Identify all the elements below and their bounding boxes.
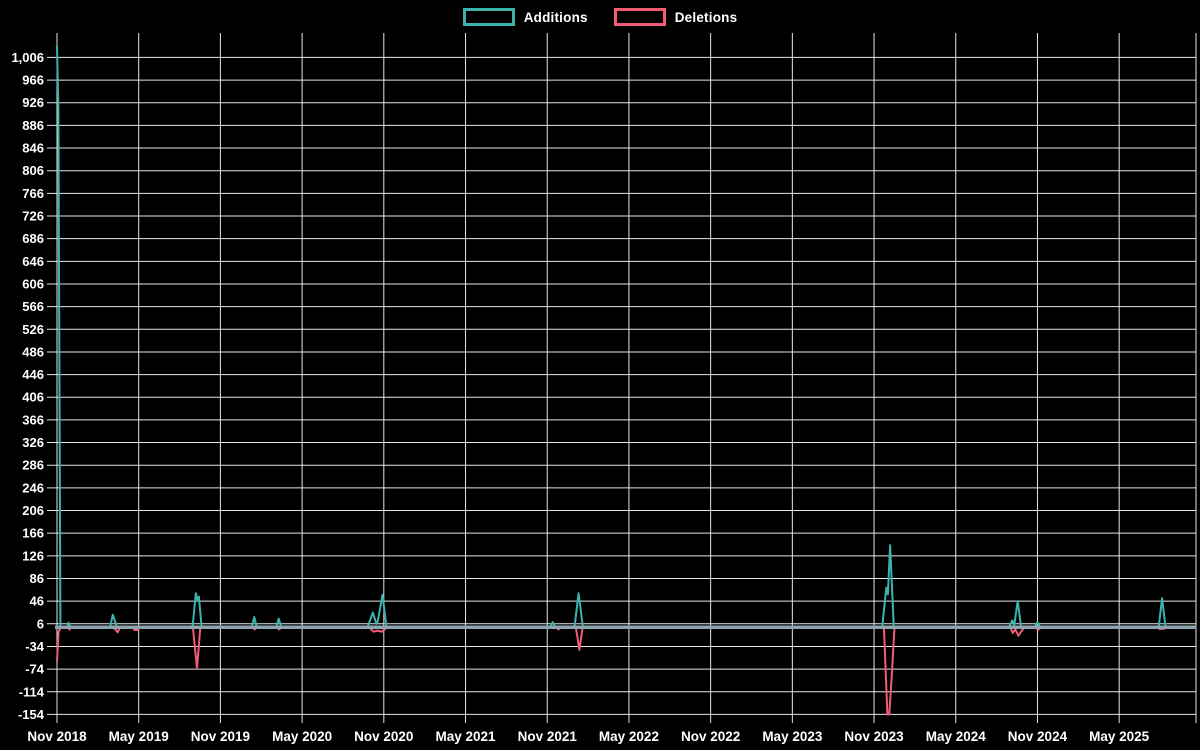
svg-text:May 2020: May 2020 xyxy=(272,729,332,744)
svg-text:-154: -154 xyxy=(18,707,45,722)
svg-text:46: 46 xyxy=(30,594,44,609)
svg-text:246: 246 xyxy=(22,480,44,495)
svg-text:686: 686 xyxy=(22,231,44,246)
svg-text:286: 286 xyxy=(22,458,44,473)
svg-text:1,006: 1,006 xyxy=(11,50,44,65)
svg-text:May 2024: May 2024 xyxy=(926,729,987,744)
svg-text:Nov 2020: Nov 2020 xyxy=(354,729,413,744)
svg-text:806: 806 xyxy=(22,163,44,178)
svg-text:Nov 2021: Nov 2021 xyxy=(518,729,578,744)
legend-item-additions[interactable]: Additions xyxy=(462,8,588,26)
svg-text:606: 606 xyxy=(22,276,44,291)
svg-text:206: 206 xyxy=(22,503,44,518)
svg-text:966: 966 xyxy=(22,73,44,88)
svg-text:406: 406 xyxy=(22,390,44,405)
additions-line xyxy=(56,46,1197,629)
svg-text:326: 326 xyxy=(22,435,44,450)
y-axis-labels: -154-114-74-3464686126166206246286326366… xyxy=(11,50,44,722)
svg-text:May 2025: May 2025 xyxy=(1089,729,1150,744)
svg-text:526: 526 xyxy=(22,322,44,337)
svg-text:726: 726 xyxy=(22,209,44,224)
svg-text:6: 6 xyxy=(37,616,44,631)
svg-text:646: 646 xyxy=(22,254,44,269)
svg-text:766: 766 xyxy=(22,186,44,201)
svg-text:Nov 2022: Nov 2022 xyxy=(681,729,740,744)
additions-swatch-icon xyxy=(462,8,515,26)
svg-text:846: 846 xyxy=(22,141,44,156)
svg-text:926: 926 xyxy=(22,95,44,110)
chart-legend: Additions Deletions xyxy=(0,8,1200,26)
svg-text:May 2023: May 2023 xyxy=(762,729,823,744)
legend-item-deletions[interactable]: Deletions xyxy=(613,8,738,26)
svg-text:Nov 2023: Nov 2023 xyxy=(844,729,904,744)
svg-text:-34: -34 xyxy=(25,639,45,654)
svg-text:May 2021: May 2021 xyxy=(436,729,497,744)
deletions-swatch-icon xyxy=(613,8,666,26)
svg-text:Nov 2024: Nov 2024 xyxy=(1008,729,1068,744)
svg-text:566: 566 xyxy=(22,299,44,314)
svg-text:886: 886 xyxy=(22,118,44,133)
svg-text:86: 86 xyxy=(30,571,44,586)
x-axis-labels: Nov 2018 May 2019 Nov 2019 May 2020 Nov 2020… xyxy=(27,729,1149,744)
svg-text:446: 446 xyxy=(22,367,44,382)
svg-text:May 2022: May 2022 xyxy=(599,729,659,744)
x-gridlines xyxy=(56,33,1197,723)
svg-text:-74: -74 xyxy=(25,662,45,677)
deletions-line xyxy=(56,626,1197,716)
svg-text:126: 126 xyxy=(22,548,44,563)
svg-text:166: 166 xyxy=(22,526,44,541)
svg-text:-114: -114 xyxy=(19,684,45,699)
additions-legend-label: Additions xyxy=(523,9,588,25)
svg-text:May 2019: May 2019 xyxy=(109,729,169,744)
svg-text:486: 486 xyxy=(22,344,44,359)
svg-text:Nov 2019: Nov 2019 xyxy=(191,729,250,744)
svg-text:Nov 2018: Nov 2018 xyxy=(27,729,87,744)
deletions-legend-label: Deletions xyxy=(674,9,738,25)
svg-text:366: 366 xyxy=(22,412,44,427)
y-gridlines xyxy=(47,56,1196,715)
